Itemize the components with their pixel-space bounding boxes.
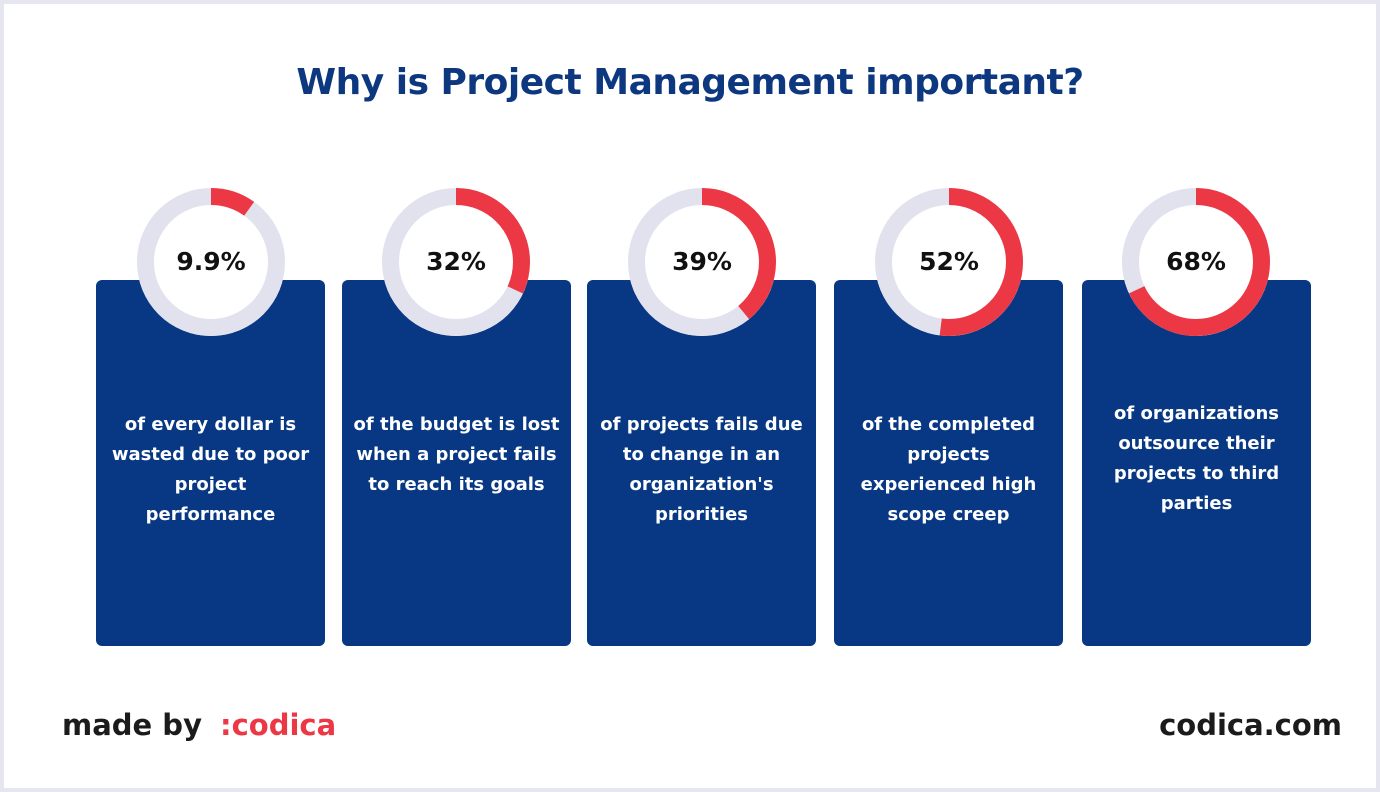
made-by-label: made by	[62, 708, 202, 742]
donut-chart: 9.9%	[137, 188, 285, 336]
stat-description: of projects fails due to change in an orga…	[597, 410, 806, 530]
stat-card: of the completed projects experienced high…	[834, 280, 1063, 646]
donut-value-arc	[382, 188, 530, 336]
donut-chart: 68%	[1122, 188, 1270, 336]
stat-percentage: 32%	[426, 247, 486, 276]
stat-card: of projects fails due to change in an orga…	[587, 280, 816, 646]
stat-description-line: when a project fails	[356, 444, 557, 465]
stat-percentage: 9.9%	[176, 247, 246, 276]
stat-description-line: performance	[145, 504, 276, 525]
donut-chart: 52%	[875, 188, 1023, 336]
donut-svg	[875, 188, 1023, 336]
stat-description: of organizations outsource their projects …	[1092, 399, 1301, 519]
stat-description: of every dollar is wasted due to poor proj…	[106, 410, 315, 530]
stat-description-line: experienced high	[860, 474, 1037, 495]
donut-value-arc	[628, 188, 776, 336]
stat-card: of the budget is lost when a project fail…	[342, 280, 571, 646]
donut-background	[1122, 188, 1270, 336]
stat-description-line: organization's	[629, 474, 774, 495]
donut-background	[382, 188, 530, 336]
donut-svg	[628, 188, 776, 336]
stat-description-line: projects	[907, 444, 990, 465]
donut-chart: 39%	[628, 188, 776, 336]
donut-svg	[137, 188, 285, 336]
donut-value-arc	[875, 188, 1023, 336]
donut-background	[137, 188, 285, 336]
stat-description-line: of every dollar is	[124, 414, 297, 435]
stat-description-line: parties	[1160, 493, 1233, 514]
stat-description: of the budget is lost when a project fail…	[352, 410, 561, 500]
stat-percentage: 68%	[1166, 247, 1226, 276]
stat-card: of every dollar is wasted due to poor proj…	[96, 280, 325, 646]
page-title: Why is Project Management important?	[296, 62, 1084, 103]
donut-background	[875, 188, 1023, 336]
donut-background	[628, 188, 776, 336]
stat-description-line: scope creep	[887, 504, 1010, 525]
stat-description-line: to reach its goals	[368, 474, 545, 495]
stat-description-line: projects to third	[1113, 463, 1280, 484]
stat-description-line: wasted due to poor	[111, 444, 310, 465]
stat-description-line: project	[174, 474, 247, 495]
donut-svg	[382, 188, 530, 336]
stat-description: of the completed projects experienced high…	[844, 410, 1053, 530]
stat-description-line: of the completed	[861, 414, 1036, 435]
stat-description-line: priorities	[654, 504, 749, 525]
donut-svg	[1122, 188, 1270, 336]
stat-description-line: of projects fails due	[600, 414, 803, 435]
site-link: codica.com	[1159, 708, 1342, 742]
donut-value-arc	[1122, 188, 1270, 336]
stat-card: of organizations outsource their projects …	[1082, 280, 1311, 646]
stat-percentage: 52%	[919, 247, 979, 276]
stat-description-line: of the budget is lost	[353, 414, 560, 435]
stat-description-line: of organizations	[1113, 403, 1279, 424]
stat-percentage: 39%	[672, 247, 732, 276]
stat-description-line: outsource their	[1118, 433, 1275, 454]
donut-chart: 32%	[382, 188, 530, 336]
brand-logo: :codica	[220, 708, 337, 742]
stat-description-line: to change in an	[622, 444, 781, 465]
donut-value-arc	[137, 188, 285, 336]
